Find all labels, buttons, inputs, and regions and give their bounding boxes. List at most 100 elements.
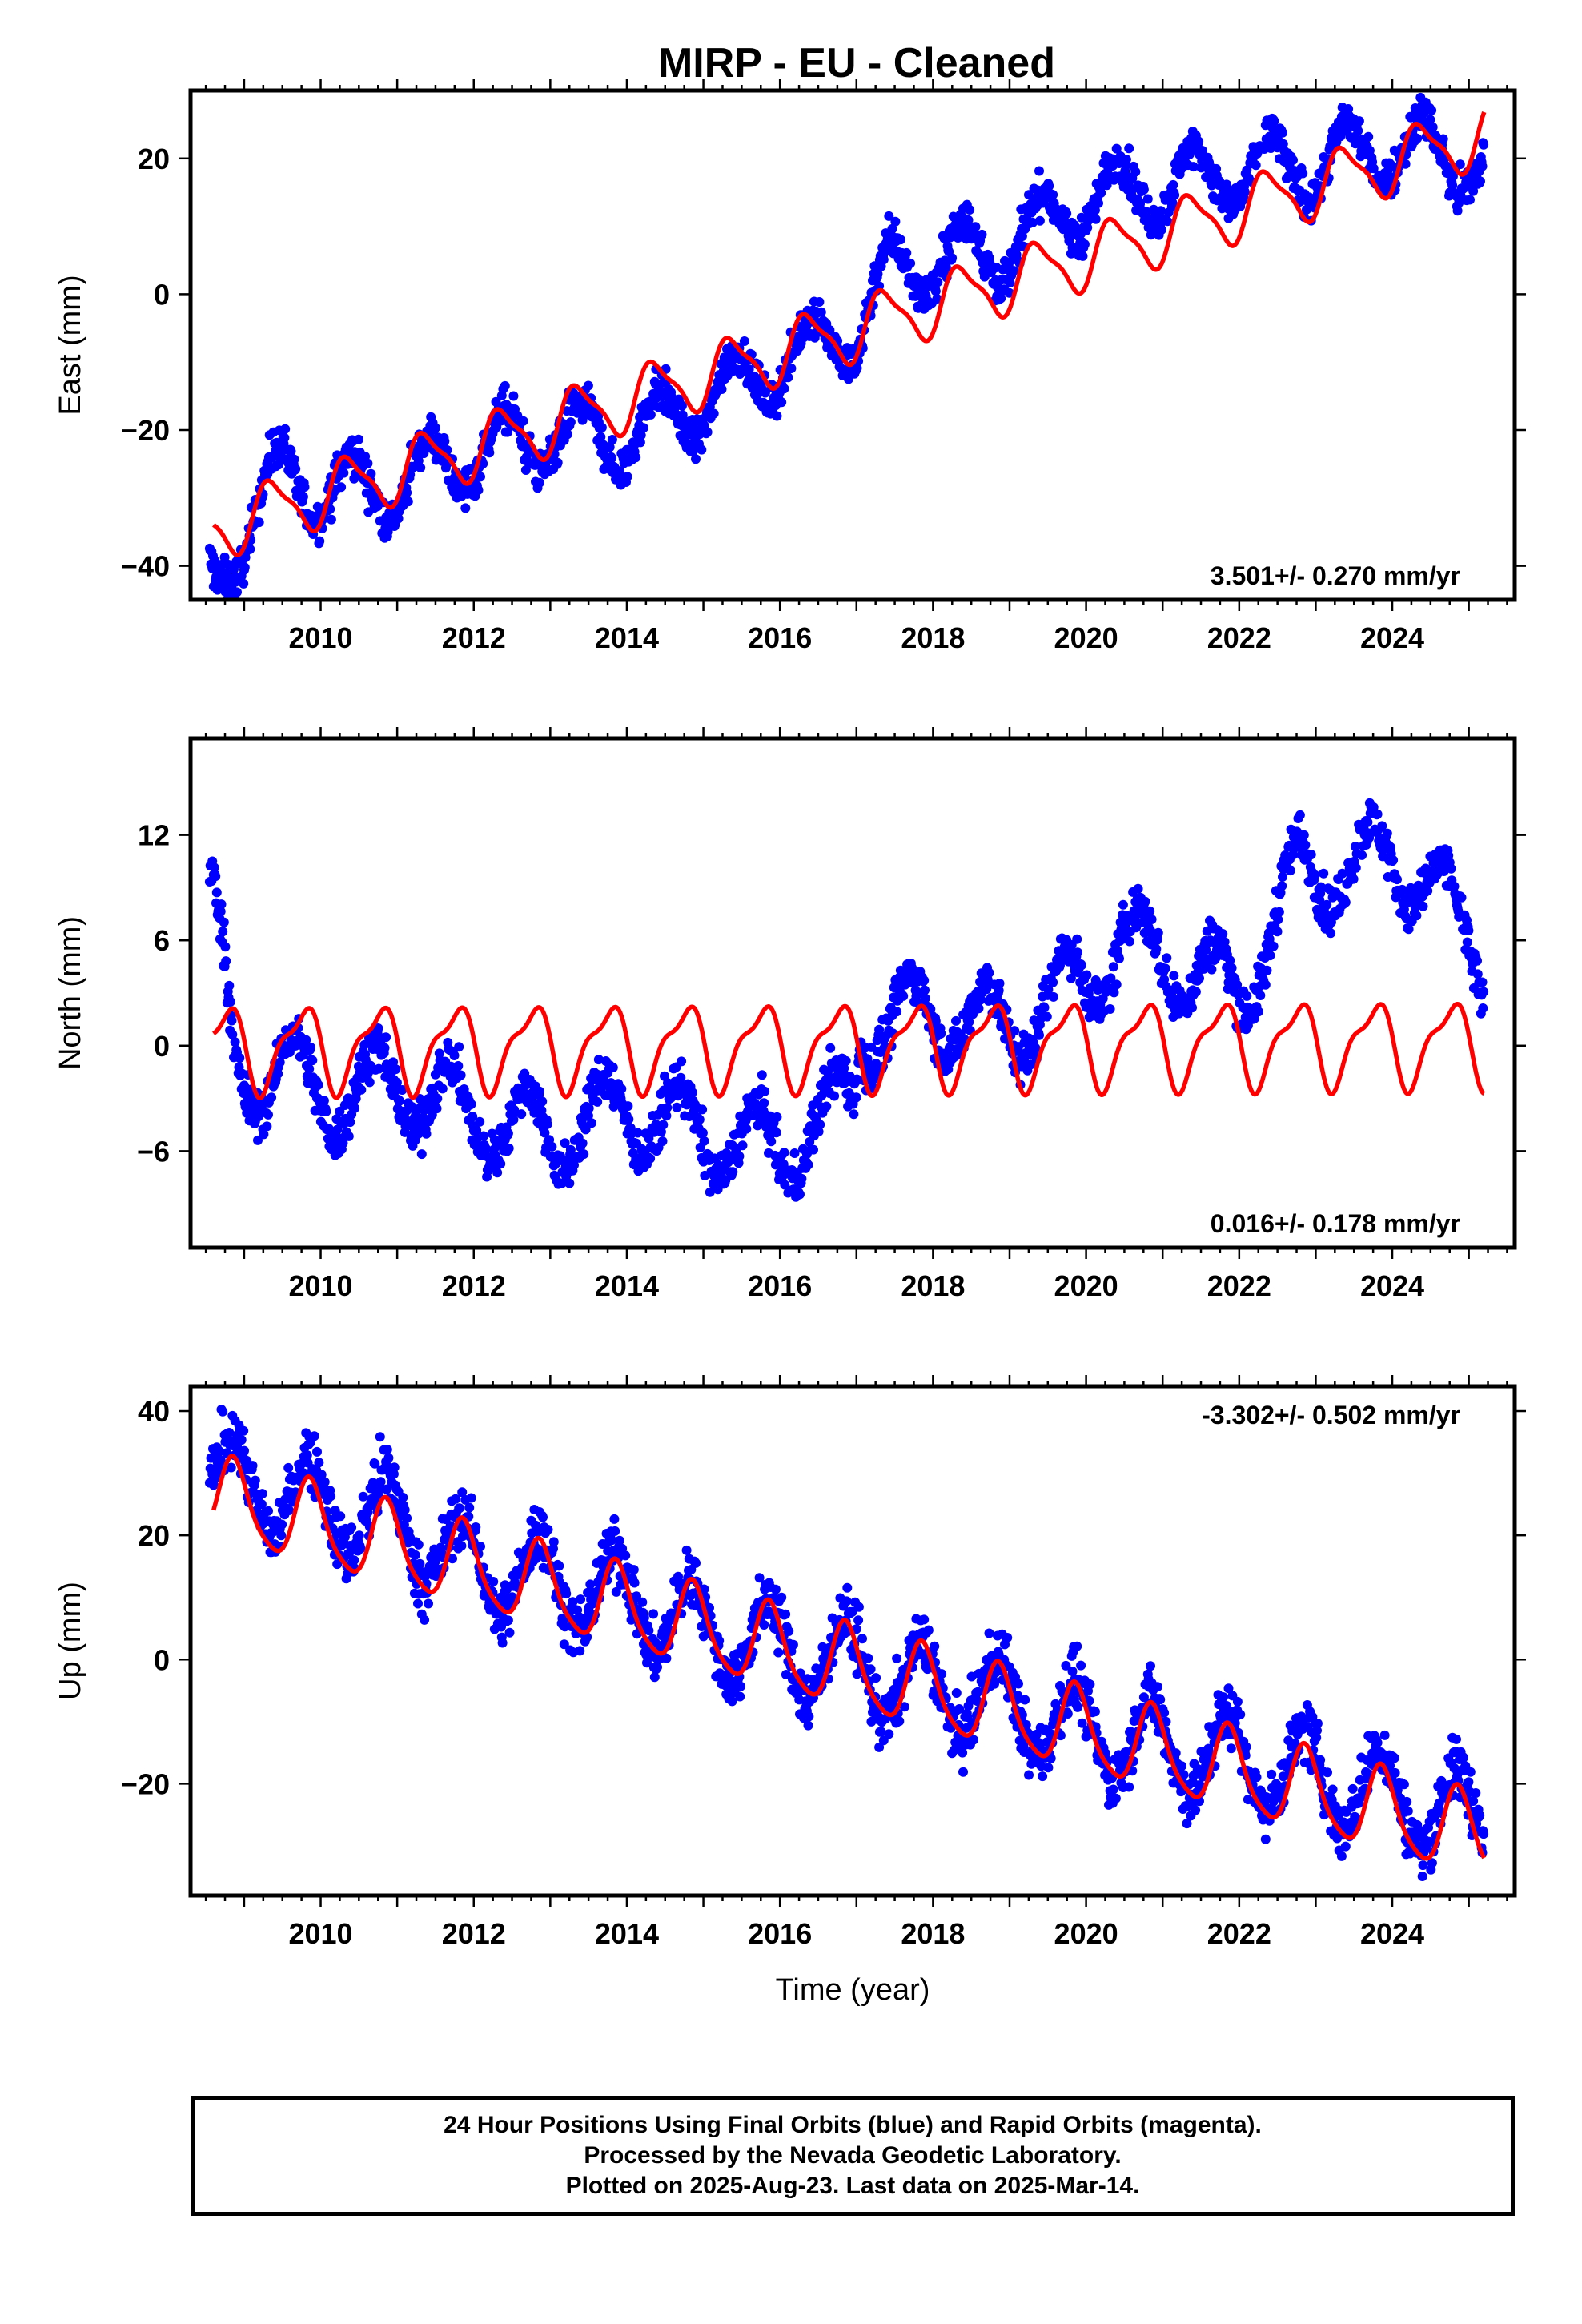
data-point <box>920 993 930 1003</box>
data-point <box>1084 1695 1094 1706</box>
data-point <box>662 1103 673 1113</box>
data-point <box>804 1711 814 1722</box>
data-point <box>969 1735 978 1745</box>
data-point <box>895 235 905 245</box>
data-point <box>1031 1044 1041 1055</box>
data-point <box>592 1096 603 1107</box>
data-point <box>1300 840 1311 850</box>
data-point <box>772 411 782 421</box>
data-point <box>970 222 981 232</box>
x-tick-label: 2018 <box>901 621 965 654</box>
data-point <box>1427 105 1437 115</box>
data-point <box>815 1120 825 1130</box>
data-point <box>1472 969 1483 979</box>
data-point <box>821 1101 832 1112</box>
data-point <box>1351 862 1361 873</box>
data-point <box>216 899 227 910</box>
data-point <box>538 1512 548 1522</box>
data-point <box>645 409 656 420</box>
data-point <box>543 1525 553 1534</box>
data-point <box>728 1167 738 1177</box>
data-point <box>1403 924 1414 935</box>
plot-frame-east <box>188 88 1517 602</box>
data-point <box>741 1124 752 1134</box>
figure-title: MIRP - EU - Cleaned <box>658 40 1055 86</box>
x-tick-label: 2024 <box>1360 621 1424 654</box>
data-point <box>476 472 485 482</box>
data-point <box>951 1688 962 1698</box>
data-point <box>1076 960 1086 971</box>
data-point <box>1114 954 1124 963</box>
plot-frame-north <box>188 736 1517 1250</box>
data-point <box>784 1626 794 1636</box>
data-point <box>1464 926 1474 935</box>
data-point <box>1094 198 1103 208</box>
data-point <box>1043 984 1054 995</box>
x-tick-label: 2012 <box>442 1269 506 1302</box>
data-point <box>797 1173 807 1184</box>
x-axis-north: 2010 2012 2014 2016 2018 2020 2022 2024 <box>204 727 1508 1302</box>
data-point <box>841 1596 852 1606</box>
data-point <box>286 446 296 456</box>
data-point <box>1170 190 1180 200</box>
data-point <box>777 397 787 408</box>
data-point <box>1153 927 1163 938</box>
data-point <box>1449 881 1460 891</box>
data-point <box>1447 180 1458 191</box>
data-point <box>1125 936 1134 947</box>
data-point <box>1048 977 1058 987</box>
data-point <box>345 1117 355 1128</box>
data-point <box>648 1609 659 1619</box>
data-point <box>534 477 544 488</box>
data-point <box>1082 970 1092 980</box>
data-point <box>705 1602 714 1613</box>
data-point <box>996 293 1006 304</box>
data-point <box>379 1043 390 1053</box>
data-point <box>1108 962 1118 972</box>
data-point <box>1048 190 1058 200</box>
data-point <box>1067 1667 1078 1676</box>
panels: 2010 2012 2014 2016 2018 2020 2022 2024−40−2002… <box>54 79 1526 2007</box>
data-point <box>1478 1003 1488 1013</box>
data-point <box>958 1767 968 1777</box>
data-point <box>771 1128 781 1138</box>
data-point <box>894 1716 905 1727</box>
data-point <box>1274 907 1284 917</box>
data-point <box>1227 963 1237 973</box>
data-point <box>471 1522 481 1532</box>
data-point <box>336 482 347 493</box>
data-point <box>542 1119 552 1129</box>
data-point <box>389 1462 400 1473</box>
data-point <box>283 1462 294 1473</box>
data-point <box>1042 1011 1052 1022</box>
data-point <box>460 503 471 513</box>
data-point <box>220 942 231 952</box>
data-point <box>247 1461 258 1471</box>
data-point <box>575 1646 585 1656</box>
data-point <box>382 1445 392 1455</box>
data-point <box>620 1550 631 1561</box>
data-point <box>413 1539 424 1550</box>
data-point <box>687 1088 697 1098</box>
data-point <box>350 1103 360 1113</box>
panel-east: 2010 2012 2014 2016 2018 2020 2022 2024−40−2002… <box>54 79 1526 654</box>
data-point <box>697 1128 708 1138</box>
data-point <box>1340 897 1351 907</box>
data-point <box>608 1063 618 1072</box>
data-point <box>326 1491 336 1502</box>
data-point <box>1124 1782 1134 1792</box>
data-point <box>383 527 393 537</box>
data-point <box>1013 1691 1023 1701</box>
data-point <box>754 1573 765 1583</box>
data-point <box>273 1068 283 1079</box>
data-point <box>1133 883 1143 894</box>
data-point <box>1187 1003 1197 1013</box>
data-point <box>496 1159 506 1169</box>
data-point <box>1130 167 1141 177</box>
data-point <box>381 1032 391 1043</box>
data-point <box>1021 1719 1031 1730</box>
data-point <box>964 1017 974 1027</box>
data-point <box>1335 131 1346 142</box>
data-point <box>809 1144 818 1155</box>
